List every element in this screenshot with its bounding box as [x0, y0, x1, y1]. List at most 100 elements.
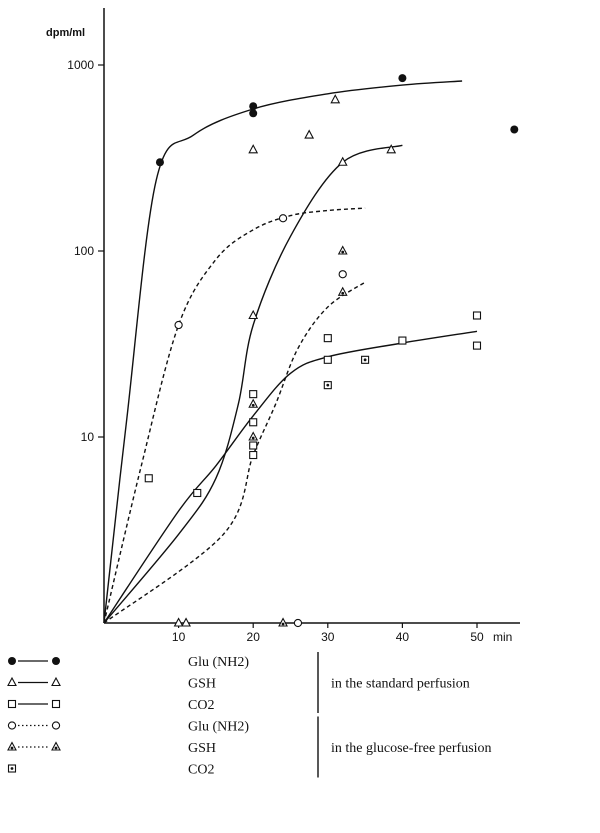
data-point [249, 441, 258, 450]
triangle-shape [248, 431, 259, 441]
data-point [304, 129, 315, 139]
data-point [337, 286, 348, 296]
x-tick-label: 40 [396, 630, 410, 644]
x-tick-label: 10 [172, 630, 186, 644]
triangle-shape [7, 676, 17, 687]
data-point [323, 381, 332, 390]
data-point [248, 309, 259, 320]
triangle-shape [337, 156, 348, 166]
data-point [248, 144, 259, 154]
open-circle-shape [278, 214, 288, 223]
marker-dotted-triangle [7, 741, 17, 751]
fitted-curve-solid [103, 80, 463, 624]
x-axis-label: min [493, 630, 512, 644]
data-point [472, 341, 482, 350]
tick-group: 10 20 30 40 50 10 100 1000 [67, 58, 484, 644]
legend-item: GSH [7, 741, 216, 756]
data-point [249, 109, 258, 118]
square-shape [249, 450, 258, 460]
fitted-curves [103, 80, 478, 624]
data-point [337, 245, 348, 255]
legend-label: GSH [188, 741, 216, 756]
triangle-shape [7, 741, 17, 751]
data-point [181, 617, 191, 627]
data-point [155, 158, 164, 167]
legend-label: Glu (NH2) [188, 720, 249, 735]
x-tick-label: 50 [470, 630, 484, 644]
triangle-shape [278, 617, 288, 627]
filled-circle-shape [52, 657, 60, 665]
legend-group-label: in the glucose-free perfusion [331, 741, 492, 756]
triangle-shape [248, 309, 259, 320]
x-tick-label: 20 [247, 630, 261, 644]
triangle-shape [181, 617, 191, 627]
filled-circle-shape [249, 109, 258, 118]
data-point [386, 144, 397, 154]
marker-dotted-square [7, 764, 17, 773]
legend-group-label: in the standard perfusion [331, 677, 470, 692]
data-point [337, 156, 348, 166]
open-circle-shape [293, 618, 303, 628]
square-shape [7, 699, 17, 709]
legend-item: CO2 [7, 763, 214, 778]
square-shape [249, 441, 258, 450]
triangle-shape [330, 94, 341, 104]
square-shape [51, 699, 61, 709]
marker-dotted-triangle [51, 741, 61, 751]
data-point [278, 214, 288, 223]
square-shape [323, 334, 332, 343]
legend-item: Glu (NH2) [8, 655, 249, 670]
triangle-shape [51, 741, 61, 751]
marker-filled-circle [8, 657, 16, 665]
data-point [293, 618, 303, 628]
marker-open-circle [7, 721, 17, 730]
data-point [174, 320, 183, 330]
open-circle-shape [51, 721, 61, 730]
data-point [398, 74, 407, 83]
legend-item: GSH [7, 676, 216, 692]
data-point [249, 390, 258, 399]
data-point [249, 450, 258, 460]
data-point [323, 355, 332, 364]
data-point [278, 617, 288, 627]
triangle-shape [386, 144, 397, 154]
legend-label: GSH [188, 677, 216, 692]
fitted-curve-dashed [103, 281, 366, 624]
center-dot [10, 767, 14, 770]
legend: Glu (NH2) GSH CO2 Glu (NH2) GSH CO2 in the sta… [7, 652, 492, 778]
center-dot [326, 383, 330, 387]
triangle-shape [248, 144, 259, 154]
center-dot [341, 291, 345, 295]
fitted-curve-dashed [103, 207, 366, 624]
data-point [144, 474, 153, 483]
square-shape [472, 341, 482, 350]
center-dot [251, 436, 255, 440]
square-shape [472, 311, 482, 320]
marker-open-square [51, 699, 61, 709]
center-dot [10, 746, 14, 750]
legend-item: CO2 [7, 698, 214, 713]
square-shape [144, 474, 153, 483]
data-point [248, 398, 259, 408]
marker-open-circle [51, 721, 61, 730]
axes: 10 20 30 40 50 10 100 1000 [67, 8, 520, 644]
data-point [472, 311, 482, 320]
y-axis-label: dpm/ml [46, 27, 85, 39]
filled-circle-shape [8, 657, 16, 665]
fitted-curve-solid [103, 330, 478, 624]
fitted-curve-solid [103, 144, 403, 624]
triangle-shape [248, 398, 259, 408]
square-shape [193, 488, 202, 498]
filled-circle-shape [249, 102, 258, 111]
triangle-shape [337, 245, 348, 255]
center-dot [54, 746, 58, 750]
triangle-shape [173, 617, 184, 627]
legend-label: CO2 [188, 698, 214, 713]
marker-open-triangle [51, 676, 61, 687]
data-point [193, 488, 202, 498]
data-point [249, 418, 258, 427]
square-shape [323, 355, 332, 364]
marker-filled-circle [52, 657, 60, 665]
data-point [323, 334, 332, 343]
